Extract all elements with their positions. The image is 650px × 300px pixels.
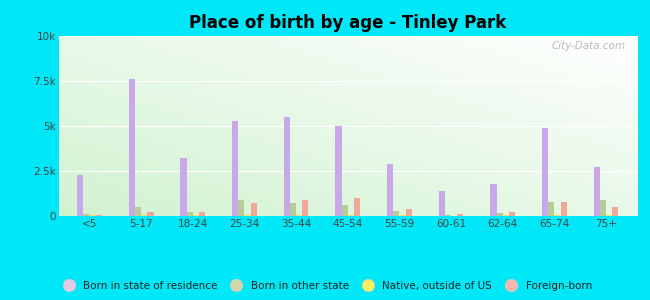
- Bar: [406, 209, 412, 216]
- Bar: [497, 213, 502, 216]
- Bar: [554, 215, 560, 216]
- Bar: [341, 205, 348, 216]
- Bar: [96, 214, 102, 216]
- Bar: [83, 214, 90, 216]
- Bar: [90, 215, 96, 216]
- Bar: [445, 215, 451, 216]
- Bar: [187, 212, 193, 216]
- Bar: [399, 215, 406, 216]
- Legend: Born in state of residence, Born in other state, Native, outside of US, Foreign-: Born in state of residence, Born in othe…: [54, 277, 596, 295]
- Bar: [244, 215, 251, 216]
- Bar: [560, 202, 567, 216]
- Bar: [509, 212, 515, 216]
- Bar: [335, 126, 341, 216]
- Bar: [232, 121, 239, 216]
- Bar: [439, 191, 445, 216]
- Bar: [77, 175, 83, 216]
- Text: City-Data.com: City-Data.com: [551, 41, 625, 51]
- Bar: [135, 207, 141, 216]
- Bar: [606, 215, 612, 216]
- Bar: [148, 212, 153, 216]
- Bar: [387, 164, 393, 216]
- Bar: [354, 198, 360, 216]
- Bar: [302, 200, 309, 216]
- Bar: [193, 214, 199, 216]
- Bar: [502, 215, 509, 216]
- Title: Place of birth by age - Tinley Park: Place of birth by age - Tinley Park: [189, 14, 506, 32]
- Bar: [612, 207, 618, 216]
- Bar: [251, 203, 257, 216]
- Bar: [600, 200, 606, 216]
- Bar: [348, 215, 354, 216]
- Bar: [129, 79, 135, 216]
- Bar: [393, 211, 399, 216]
- Bar: [290, 203, 296, 216]
- Bar: [593, 167, 600, 216]
- Bar: [239, 200, 244, 216]
- Bar: [548, 202, 554, 216]
- Bar: [490, 184, 497, 216]
- Bar: [141, 215, 148, 216]
- Bar: [542, 128, 548, 216]
- Bar: [283, 117, 290, 216]
- Bar: [199, 212, 205, 216]
- Bar: [457, 214, 463, 216]
- Bar: [296, 215, 302, 216]
- Bar: [181, 158, 187, 216]
